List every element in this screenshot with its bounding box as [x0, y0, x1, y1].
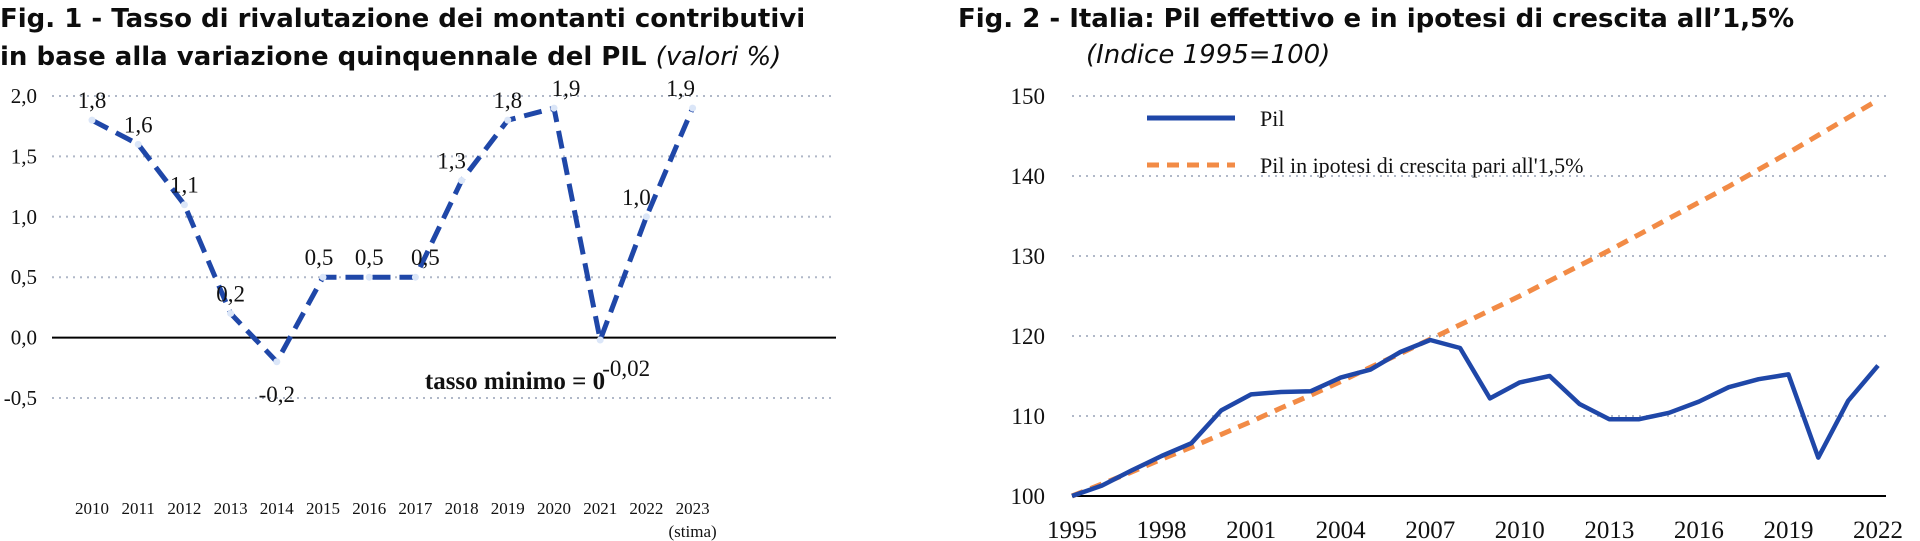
data-point: [504, 116, 512, 124]
figure-1-title-line2-text: in base alla variazione quinquennale del…: [0, 42, 647, 72]
data-point: [458, 177, 466, 185]
x-tick-label: 2018: [445, 499, 479, 518]
series-line-pil: [1071, 337, 1880, 499]
y-tick-label: 110: [1011, 404, 1045, 429]
y-tick-label: 120: [1011, 324, 1046, 349]
data-point: [273, 358, 281, 366]
annotation-label: tasso minimo = 0: [425, 368, 605, 395]
data-label: 1,6: [124, 112, 153, 137]
figure-1-subtitle: (valori %): [655, 42, 782, 72]
data-point: [134, 140, 142, 148]
data-label: 1,0: [622, 185, 651, 210]
y-tick-label: -0,5: [4, 386, 37, 410]
data-label: -0,2: [259, 382, 295, 407]
data-label: 1,9: [552, 76, 581, 101]
x-tick-label: 1998: [1137, 517, 1187, 541]
figure-2: Fig. 2 - Italia: Pil effettivo e in ipot…: [958, 0, 1920, 541]
data-label: 1,9: [666, 76, 695, 101]
x-tick-label: 2013: [1584, 517, 1634, 541]
data-label: 1,3: [437, 149, 466, 174]
x-tick-label: 2004: [1316, 517, 1367, 541]
x-tick-label: 1995: [1047, 517, 1097, 541]
x-tick-label: 2014: [260, 499, 295, 518]
figure-2-chart: 100 110 120 130 140 150 1995 1998 2001 2004 2007 20…: [1011, 84, 1904, 541]
data-point: [642, 213, 650, 221]
x-tick-label: 2007: [1405, 517, 1455, 541]
y-tick-label: 140: [1011, 164, 1046, 189]
y-tick-label: 150: [1011, 84, 1046, 109]
figure-2-title: Fig. 2 - Italia: Pil effettivo e in ipot…: [958, 4, 1795, 34]
figure-1-title: Fig. 1 - Tasso di rivalutazione dei mont…: [0, 0, 805, 76]
x-tick-label: 2010: [1495, 517, 1545, 541]
data-label: 0,2: [216, 281, 245, 306]
data-label: 1,8: [78, 88, 107, 113]
x-tick-label: 2019: [491, 499, 525, 518]
series-line: [90, 105, 695, 365]
data-point: [227, 309, 235, 317]
x-tick-label: 2023: [676, 499, 710, 518]
x-tick-label: 2020: [537, 499, 571, 518]
figure-2-subtitle: (Indice 1995=100): [1086, 40, 1331, 70]
figure-1-title-line1: Fig. 1 - Tasso di rivalutazione dei mont…: [0, 4, 806, 34]
data-label: 1,1: [170, 173, 199, 198]
x-tick-label: 2022: [629, 499, 663, 518]
data-label: 0,5: [355, 245, 384, 270]
y-tick-label: 100: [1011, 484, 1046, 509]
y-tick-label: 2,0: [11, 84, 37, 108]
data-point: [365, 273, 373, 281]
y-tick-label: 1,5: [11, 144, 37, 168]
legend-label-growth: Pil in ipotesi di crescita pari all'1,5%: [1260, 153, 1584, 178]
x-tick-label: 2016: [1674, 517, 1724, 541]
figure-1-chart: -0,5 0,0 0,5 1,0 1,5 2,0 2010 2011 2012 2013 2014 2…: [4, 76, 836, 541]
data-label: 1,8: [493, 88, 522, 113]
y-tick-label: 0,0: [11, 326, 37, 350]
data-label: 0,5: [411, 245, 440, 270]
figure-1: Fig. 1 - Tasso di rivalutazione dei mont…: [0, 0, 930, 541]
y-tick-label: 130: [1011, 244, 1046, 269]
x-tick-label: 2022: [1853, 517, 1903, 541]
x-tick-label: 2015: [306, 499, 340, 518]
data-point: [689, 104, 697, 112]
x-tick-label: 2010: [75, 499, 109, 518]
y-tick-label: 1,0: [11, 205, 37, 229]
data-point: [88, 116, 96, 124]
data-point: [550, 104, 558, 112]
data-point: [180, 201, 188, 209]
x-tick-label: 2016: [352, 499, 386, 518]
x-tick-label: 2021: [583, 499, 617, 518]
data-label: -0,02: [602, 356, 650, 381]
data-label: 0,5: [305, 245, 334, 270]
data-point: [596, 336, 604, 344]
x-tick-label: 2012: [167, 499, 201, 518]
data-point: [411, 273, 419, 281]
series-line-growth-hypothesis: [1071, 97, 1880, 499]
x-tick-label: 2013: [214, 499, 248, 518]
x-tick-note: (stima): [669, 522, 717, 541]
x-tick-label: 2001: [1226, 517, 1276, 541]
x-tick-label: 2017: [398, 499, 433, 518]
legend-label-pil: Pil: [1260, 106, 1284, 131]
x-tick-label: 2019: [1763, 517, 1813, 541]
figure-1-title-line2: in base alla variazione quinquennale del…: [0, 38, 805, 76]
data-point: [319, 273, 327, 281]
y-tick-label: 0,5: [11, 265, 37, 289]
x-tick-label: 2011: [122, 499, 155, 518]
